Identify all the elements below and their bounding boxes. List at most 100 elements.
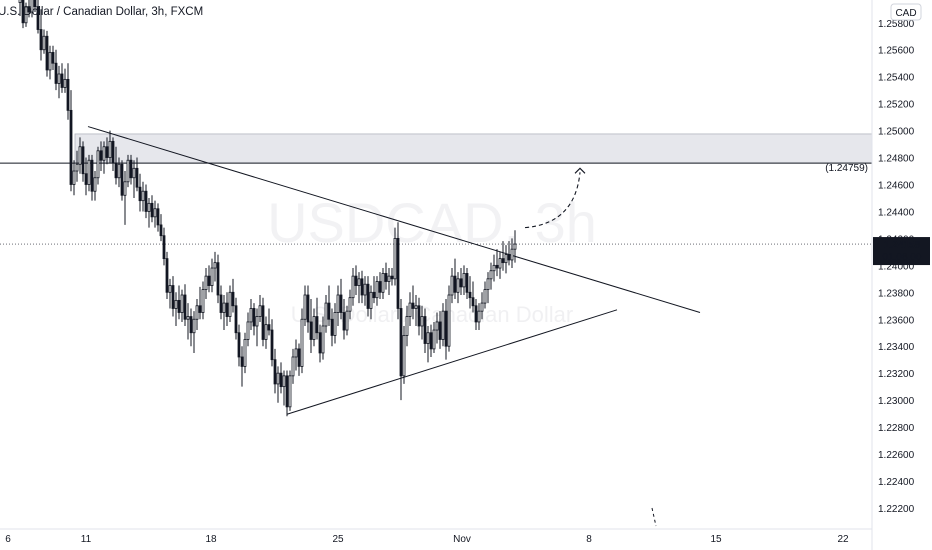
candle (297, 343, 301, 376)
candle (387, 268, 391, 295)
candle-body (492, 264, 496, 272)
candle (183, 284, 187, 326)
candle-body (183, 294, 187, 320)
candle-body (102, 146, 106, 161)
candle (147, 197, 151, 228)
candle-body (150, 202, 154, 218)
candle (240, 346, 244, 387)
candle (276, 366, 280, 403)
candle-body (498, 258, 502, 269)
candle-body (444, 310, 448, 347)
candle-body (114, 162, 118, 179)
candle-body (405, 316, 409, 336)
candle (264, 316, 268, 349)
ascending-trendline[interactable] (286, 309, 618, 415)
candle-body (123, 181, 127, 196)
candle-body (84, 173, 88, 185)
price-tick-label: 1.25800 (878, 19, 915, 30)
candle (78, 137, 82, 174)
candle (246, 312, 250, 347)
price-tick-label: 1.25600 (878, 46, 915, 57)
candle (480, 292, 484, 320)
candlestick-series (18, 0, 517, 417)
candle-body (363, 283, 367, 296)
candle-body (381, 273, 385, 293)
candle (228, 285, 232, 322)
descending-trendline[interactable] (87, 126, 701, 313)
candle (150, 195, 154, 223)
projection-arrow[interactable] (524, 172, 581, 229)
candle-body (45, 35, 49, 71)
candle (21, 0, 25, 29)
candle (351, 268, 355, 306)
candle (204, 268, 208, 300)
candle (210, 258, 214, 293)
candle-body (501, 258, 505, 264)
candle-body (282, 375, 286, 388)
price-tick-label: 1.24600 (878, 180, 915, 191)
countdown-timer: 01:08:00 (883, 252, 922, 263)
candle (345, 305, 349, 336)
candle-body (324, 302, 328, 327)
candle (510, 238, 514, 269)
candle-body (372, 291, 376, 299)
candle (414, 294, 418, 326)
candle (39, 9, 43, 61)
candle-body (486, 278, 490, 291)
candle (222, 294, 226, 331)
candle-body (42, 35, 46, 51)
candle-body (396, 237, 400, 309)
candle-body (108, 140, 112, 158)
last-price-badge-box (873, 237, 930, 266)
candle (162, 227, 166, 266)
candle (294, 339, 298, 371)
candle-body (198, 305, 202, 313)
candle-body (21, 0, 25, 24)
price-tick-label: 1.22400 (878, 477, 915, 488)
currency-badge-box[interactable] (890, 3, 922, 21)
candle-body (276, 372, 280, 385)
candle (207, 265, 211, 293)
candle (189, 308, 193, 347)
candle-body (312, 316, 316, 340)
candle (258, 294, 262, 322)
candle-body (450, 275, 454, 296)
candle-body (93, 177, 97, 192)
candle-body (192, 318, 196, 334)
candle (45, 30, 49, 77)
price-tick-label: 1.25000 (878, 127, 915, 138)
candle-body (300, 318, 304, 367)
candle-body (321, 325, 325, 354)
candle-body (354, 275, 358, 286)
candle (180, 289, 184, 322)
candle (465, 268, 469, 300)
candle-body (213, 262, 217, 269)
candle (456, 272, 460, 304)
price-axis[interactable]: 1.25800 1.25600 1.25400 1.25200 1.25000 1.248… (878, 19, 915, 515)
candle-body (180, 294, 184, 313)
candle (303, 285, 307, 326)
currency-badge[interactable]: CAD (895, 8, 916, 19)
candle (468, 276, 472, 309)
candle-body (246, 321, 250, 340)
candle (93, 171, 97, 201)
candle (513, 230, 517, 263)
candle-body (237, 332, 241, 358)
candle-body (426, 332, 430, 344)
candle (24, 2, 28, 27)
candle (393, 227, 397, 286)
candle-body (318, 332, 322, 354)
projection-arrowhead (574, 167, 586, 174)
candle-body (411, 302, 415, 309)
candle (309, 299, 313, 353)
candle-body (462, 273, 466, 288)
candle-body (156, 208, 160, 226)
time-tick-label: 11 (81, 534, 92, 545)
time-axis[interactable]: 6 11 18 25 Nov 8 15 22 (5, 534, 849, 545)
candle-body (54, 62, 58, 84)
candle (417, 297, 421, 336)
candle (459, 268, 463, 295)
candle-body (216, 262, 220, 296)
